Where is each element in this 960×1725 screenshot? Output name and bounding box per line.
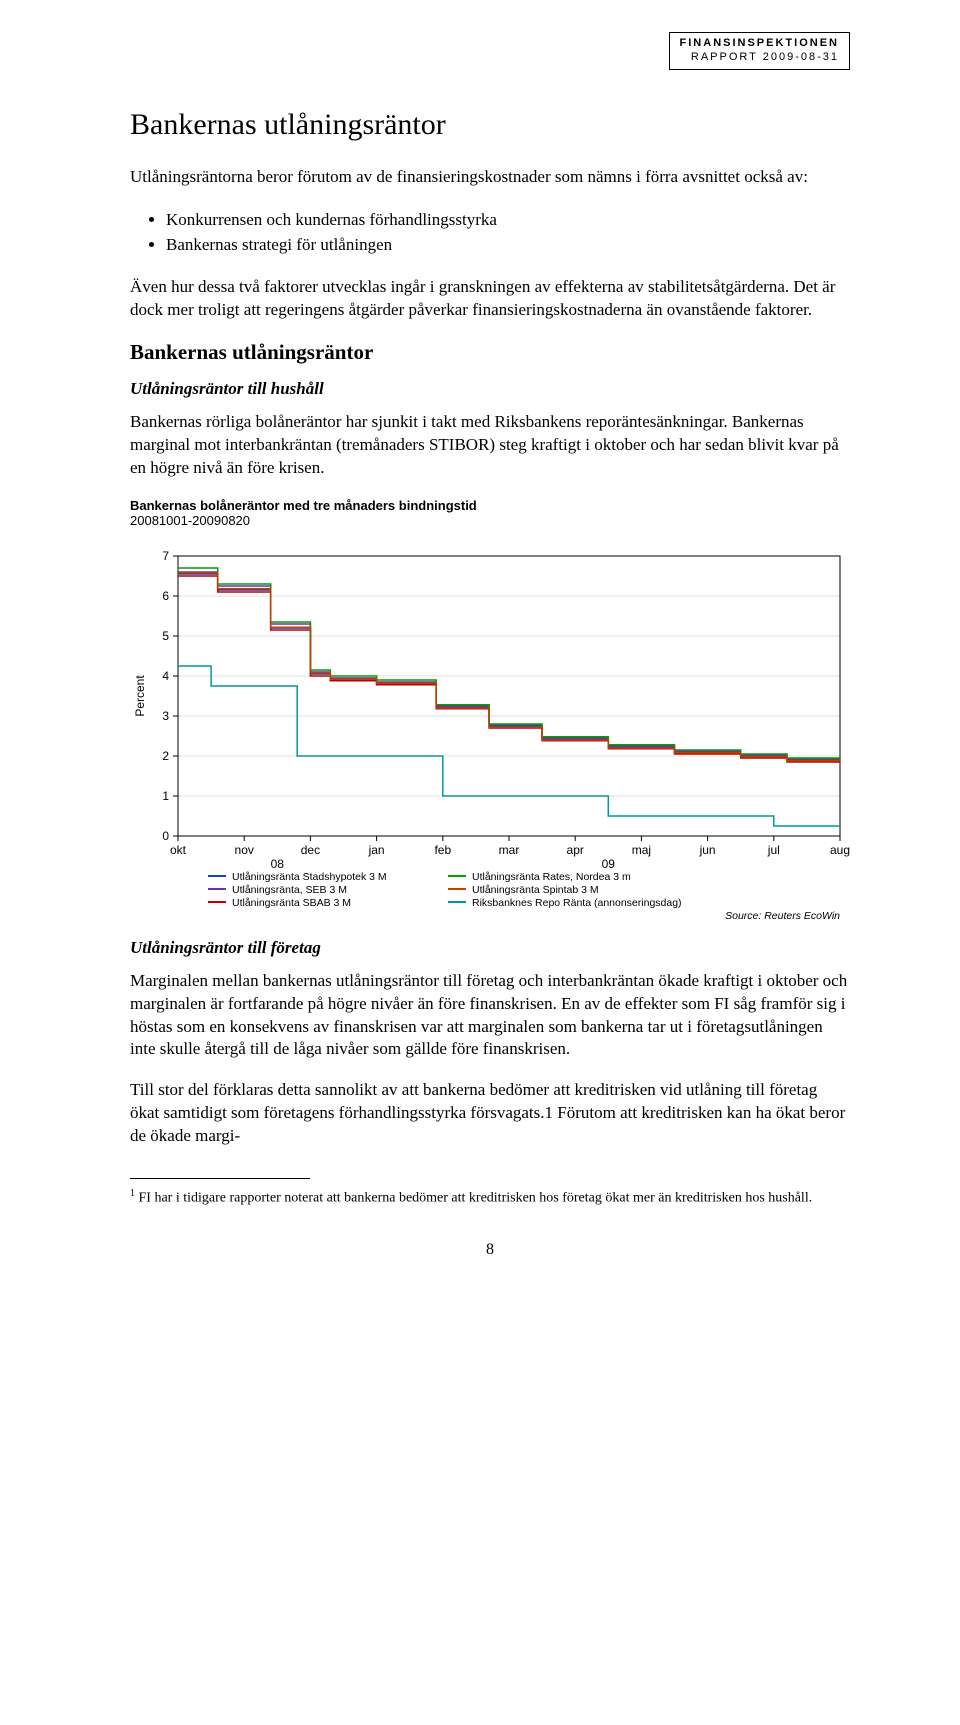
chart-caption: Bankernas bolåneräntor med tre månaders …	[130, 498, 850, 528]
chart-subtitle: 20081001-20090820	[130, 513, 850, 528]
bullet-list: Konkurrensen och kundernas förhandlingss…	[166, 207, 850, 258]
svg-text:Utlåningsränta SBAB 3 M: Utlåningsränta SBAB 3 M	[232, 897, 351, 909]
svg-text:Utlåningsränta Spintab 3 M: Utlåningsränta Spintab 3 M	[472, 884, 599, 896]
svg-text:nov: nov	[235, 843, 254, 857]
report-header: FINANSINSPEKTIONEN RAPPORT 2009-08-31	[669, 32, 850, 70]
org-name: FINANSINSPEKTIONEN	[680, 37, 839, 49]
svg-text:Utlåningsränta, SEB 3 M: Utlåningsränta, SEB 3 M	[232, 884, 347, 896]
svg-text:08: 08	[271, 857, 285, 871]
body-paragraph: Marginalen mellan bankernas utlåningsrän…	[130, 970, 850, 1062]
svg-text:6: 6	[162, 589, 169, 603]
footnote-rule	[130, 1178, 310, 1179]
svg-text:okt: okt	[170, 843, 187, 857]
svg-text:jun: jun	[699, 843, 716, 857]
bolanerantor-chart: 0 1 2 3 4 5 6 7 okt nov dec jan feb mar apr maj jun jul au…	[130, 546, 850, 926]
footnote-marker: 1	[130, 1188, 135, 1199]
svg-text:5: 5	[162, 629, 169, 643]
svg-text:09: 09	[602, 857, 616, 871]
svg-text:0: 0	[162, 829, 169, 843]
subsection-heading: Utlåningsräntor till hushåll	[130, 379, 850, 399]
subsection-heading: Utlåningsräntor till företag	[130, 938, 850, 958]
svg-text:2: 2	[162, 749, 169, 763]
svg-text:Source: Reuters EcoWin: Source: Reuters EcoWin	[725, 910, 840, 922]
svg-text:apr: apr	[567, 843, 584, 857]
svg-text:4: 4	[162, 669, 169, 683]
svg-text:7: 7	[162, 549, 169, 563]
intro-paragraph: Utlåningsräntorna beror förutom av de fi…	[130, 166, 850, 189]
list-item: Konkurrensen och kundernas förhandlingss…	[166, 207, 850, 233]
chart-title: Bankernas bolåneräntor med tre månaders …	[130, 498, 477, 513]
svg-text:Utlåningsränta Stadshypotek 3: Utlåningsränta Stadshypotek 3 M	[232, 871, 387, 883]
svg-text:dec: dec	[301, 843, 320, 857]
svg-text:mar: mar	[499, 843, 520, 857]
report-date: RAPPORT 2009-08-31	[680, 51, 839, 63]
page-title: Bankernas utlåningsräntor	[130, 108, 850, 142]
body-paragraph: Även hur dessa två faktorer utvecklas in…	[130, 276, 850, 322]
list-item: Bankernas strategi för utlåningen	[166, 232, 850, 258]
svg-text:3: 3	[162, 709, 169, 723]
svg-text:1: 1	[162, 789, 169, 803]
svg-text:Percent: Percent	[133, 674, 147, 716]
svg-text:jan: jan	[368, 843, 385, 857]
svg-text:Utlåningsränta Rates, Nordea 3: Utlåningsränta Rates, Nordea 3 m	[472, 871, 631, 883]
body-paragraph: Bankernas rörliga bolåneräntor har sjunk…	[130, 411, 850, 480]
footnote: 1 FI har i tidigare rapporter noterat at…	[130, 1187, 850, 1209]
body-paragraph: Till stor del förklaras detta sannolikt …	[130, 1079, 850, 1148]
page-number: 8	[130, 1241, 850, 1259]
svg-text:aug: aug	[830, 843, 850, 857]
chart-container: 0 1 2 3 4 5 6 7 okt nov dec jan feb mar apr maj jun jul au…	[130, 546, 850, 926]
svg-text:jul: jul	[767, 843, 780, 857]
section-heading: Bankernas utlåningsräntor	[130, 340, 850, 365]
footnote-text: FI har i tidigare rapporter noterat att …	[139, 1191, 813, 1206]
svg-text:maj: maj	[632, 843, 651, 857]
svg-text:feb: feb	[434, 843, 451, 857]
svg-text:Riksbanknes Repo Ränta (annons: Riksbanknes Repo Ränta (annonseringsdag)	[472, 897, 682, 909]
